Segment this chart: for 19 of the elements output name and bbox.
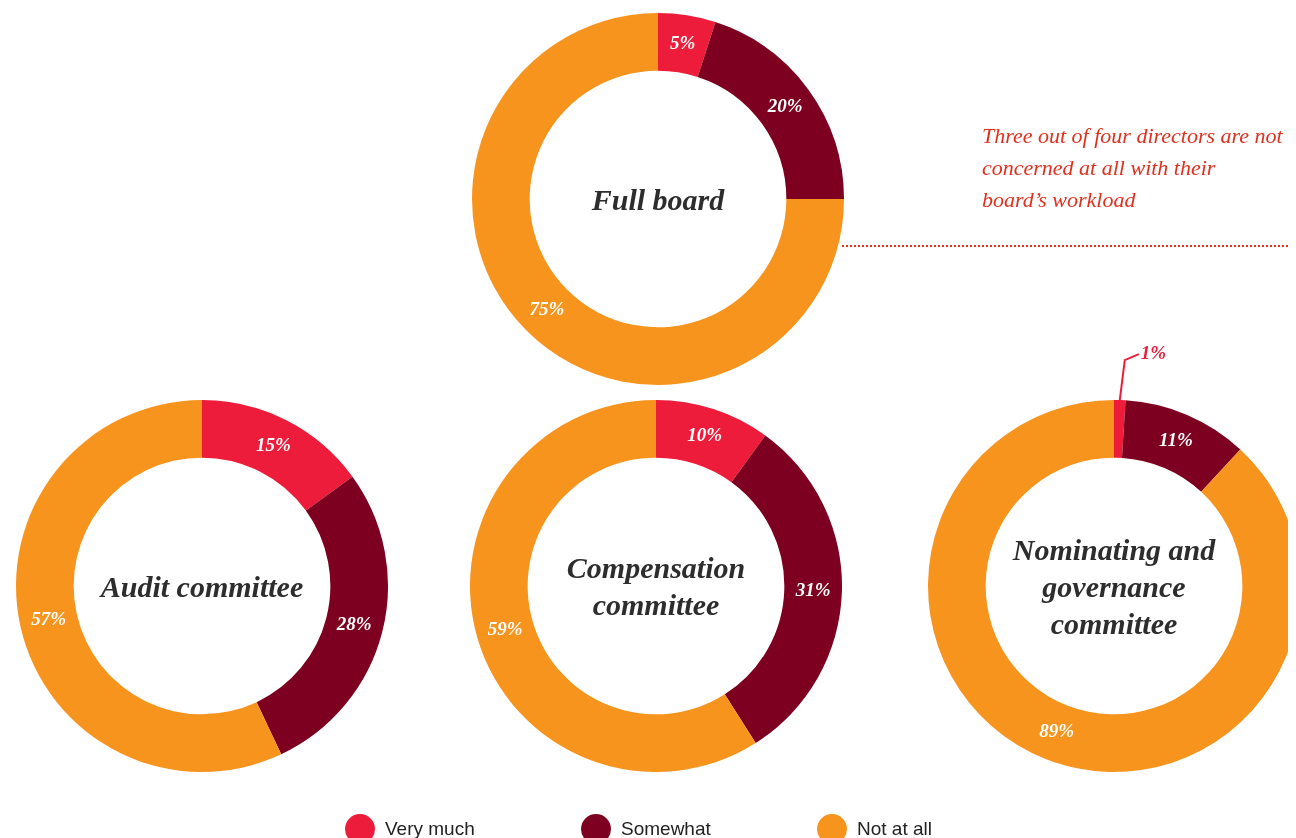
data-label: 89% bbox=[1039, 720, 1075, 742]
text: Three out of four directors are not concerned at all with their board’s workload bbox=[982, 122, 1284, 214]
legend-label: Somewhat bbox=[621, 818, 711, 838]
data-label: 15% bbox=[255, 433, 291, 455]
data-label: 20% bbox=[766, 94, 803, 116]
data-label: 5% bbox=[669, 31, 696, 53]
data-label: 1% bbox=[1140, 342, 1167, 363]
data-label: 57% bbox=[31, 608, 67, 630]
text: Nominating and governance committee bbox=[1011, 531, 1217, 642]
text: Compensation committee bbox=[565, 550, 747, 623]
text: Full board bbox=[590, 181, 726, 218]
data-label: 31% bbox=[794, 578, 831, 600]
text: Audit committee bbox=[98, 568, 305, 605]
data-label: 59% bbox=[487, 617, 523, 639]
data-label: 11% bbox=[1158, 429, 1193, 451]
data-label: 28% bbox=[335, 612, 372, 634]
data-label: 75% bbox=[529, 298, 565, 320]
data-label: 10% bbox=[687, 424, 722, 446]
legend-label: Not at all bbox=[857, 818, 932, 838]
